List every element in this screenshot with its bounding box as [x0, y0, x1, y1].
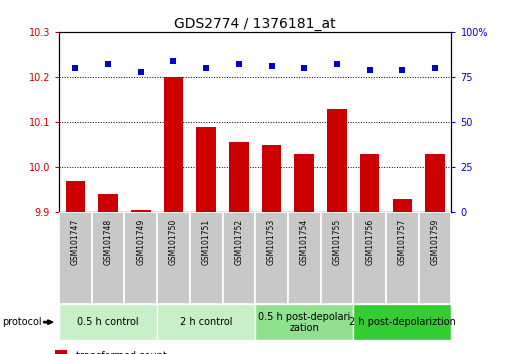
Text: GSM101752: GSM101752 — [234, 219, 243, 265]
Bar — [288, 212, 321, 304]
Text: GSM101754: GSM101754 — [300, 219, 309, 265]
Text: GSM101750: GSM101750 — [169, 219, 178, 265]
Point — [300, 65, 308, 71]
Bar — [92, 212, 125, 304]
Point — [398, 67, 406, 73]
Text: GSM101755: GSM101755 — [332, 219, 342, 265]
Bar — [353, 304, 451, 340]
Bar — [327, 109, 347, 212]
Bar — [66, 181, 85, 212]
Bar — [255, 304, 353, 340]
Point — [202, 65, 210, 71]
Bar — [190, 212, 223, 304]
Bar — [360, 154, 380, 212]
Point — [136, 69, 145, 74]
Text: GSM101747: GSM101747 — [71, 219, 80, 265]
Bar — [59, 212, 92, 304]
Text: GSM101759: GSM101759 — [430, 219, 440, 265]
Bar — [223, 212, 255, 304]
Bar — [294, 154, 314, 212]
Bar — [131, 210, 150, 212]
Bar — [386, 212, 419, 304]
Bar — [55, 350, 67, 354]
Bar — [157, 212, 190, 304]
Text: GSM101748: GSM101748 — [104, 219, 112, 265]
Bar — [164, 77, 183, 212]
Point — [104, 62, 112, 67]
Point — [333, 62, 341, 67]
Point — [267, 63, 275, 69]
Text: 0.5 h post-depolari
zation: 0.5 h post-depolari zation — [258, 312, 350, 332]
Text: GSM101757: GSM101757 — [398, 219, 407, 265]
Bar — [321, 212, 353, 304]
Bar — [98, 194, 118, 212]
Point — [235, 62, 243, 67]
Bar — [157, 304, 255, 340]
Bar — [255, 212, 288, 304]
Text: 2 h post-depolariztion: 2 h post-depolariztion — [349, 317, 456, 327]
Text: GSM101753: GSM101753 — [267, 219, 276, 265]
Point — [169, 58, 177, 64]
Bar — [353, 212, 386, 304]
Bar — [196, 127, 216, 212]
Bar — [59, 304, 157, 340]
Text: protocol: protocol — [3, 317, 42, 327]
Text: GSM101749: GSM101749 — [136, 219, 145, 265]
Bar — [124, 212, 157, 304]
Point — [431, 65, 439, 71]
Bar — [392, 199, 412, 212]
Bar — [425, 154, 445, 212]
Text: 2 h control: 2 h control — [180, 317, 232, 327]
Text: transformed count: transformed count — [76, 351, 167, 354]
Point — [71, 65, 80, 71]
Bar — [262, 145, 281, 212]
Text: GSM101756: GSM101756 — [365, 219, 374, 265]
Text: 0.5 h control: 0.5 h control — [77, 317, 139, 327]
Bar — [419, 212, 451, 304]
Bar — [229, 142, 249, 212]
Text: GSM101751: GSM101751 — [202, 219, 211, 265]
Title: GDS2774 / 1376181_at: GDS2774 / 1376181_at — [174, 17, 336, 31]
Point — [366, 67, 374, 73]
